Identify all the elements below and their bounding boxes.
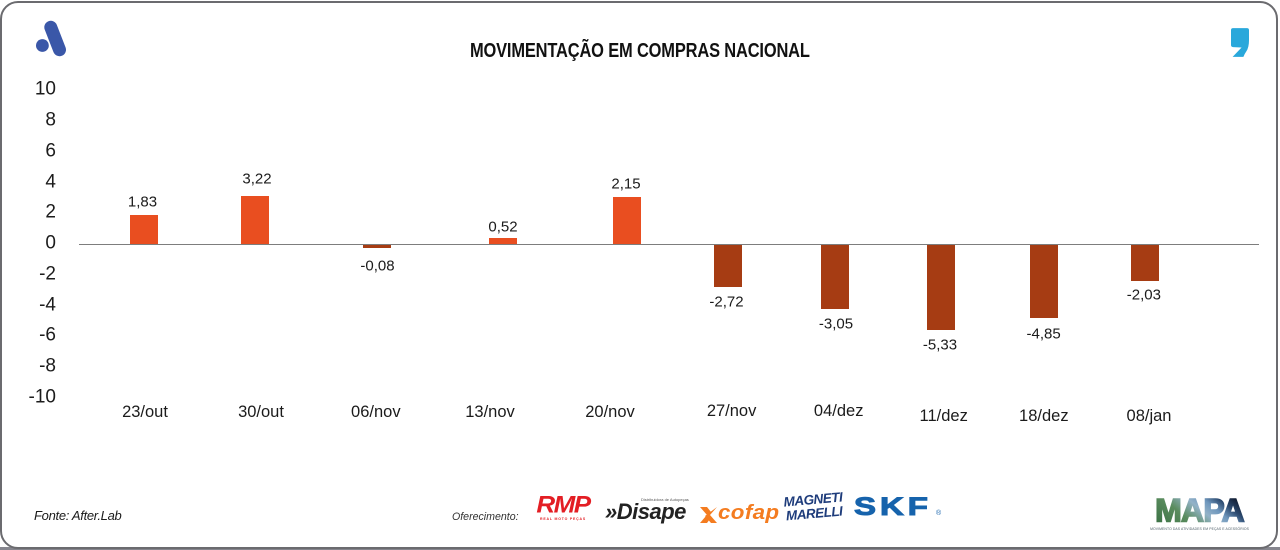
svg-text:MAPA: MAPA: [1155, 493, 1244, 526]
